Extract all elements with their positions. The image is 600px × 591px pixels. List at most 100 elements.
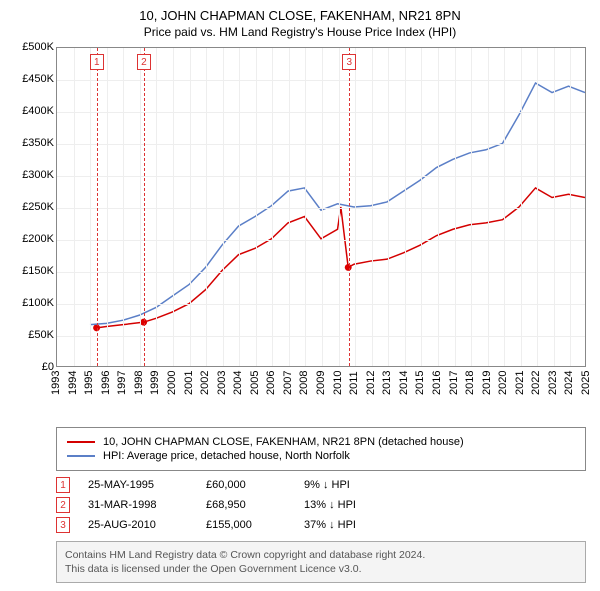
x-tick-label: 1995 xyxy=(83,371,95,395)
y-tick-label: £400K xyxy=(22,105,54,117)
x-tick-label: 2004 xyxy=(232,371,244,395)
plot-area: 1 2 3 xyxy=(56,47,586,367)
gridline-v xyxy=(438,48,439,366)
event-marker-box: 3 xyxy=(342,54,356,70)
license-box: Contains HM Land Registry data © Crown c… xyxy=(56,541,586,583)
x-tick-label: 2007 xyxy=(282,371,294,395)
gridline-h xyxy=(57,80,585,81)
y-tick-label: £350K xyxy=(22,137,54,149)
gridline-v xyxy=(140,48,141,366)
license-line1: Contains HM Land Registry data © Crown c… xyxy=(65,548,577,562)
event-diff: 13% ↓ HPI xyxy=(304,499,356,511)
x-tick-label: 2012 xyxy=(365,371,377,395)
series-line-hpi xyxy=(90,83,585,325)
x-tick-label: 2023 xyxy=(547,371,559,395)
chart-subtitle: Price paid vs. HM Land Registry's House … xyxy=(10,25,590,39)
y-tick-label: £100K xyxy=(22,297,54,309)
gridline-v xyxy=(471,48,472,366)
x-tick-label: 2006 xyxy=(265,371,277,395)
event-marker-box: 2 xyxy=(137,54,151,70)
gridline-h xyxy=(57,304,585,305)
gridline-v xyxy=(305,48,306,366)
x-tick-label: 2001 xyxy=(183,371,195,395)
event-num-box: 3 xyxy=(56,517,70,533)
gridline-v xyxy=(90,48,91,366)
chart-svg xyxy=(57,48,585,366)
x-tick-label: 2011 xyxy=(348,371,360,395)
chart-title: 10, JOHN CHAPMAN CLOSE, FAKENHAM, NR21 8… xyxy=(10,8,590,23)
gridline-v xyxy=(223,48,224,366)
gridline-v xyxy=(74,48,75,366)
data-point-marker xyxy=(345,264,352,271)
x-tick-label: 2013 xyxy=(381,371,393,395)
event-row: 3 25-AUG-2010 £155,000 37% ↓ HPI xyxy=(56,517,586,533)
legend-row: HPI: Average price, detached house, Nort… xyxy=(67,450,575,462)
event-diff: 37% ↓ HPI xyxy=(304,519,356,531)
x-tick-label: 1996 xyxy=(100,371,112,395)
gridline-v xyxy=(372,48,373,366)
x-tick-label: 2014 xyxy=(398,371,410,395)
gridline-v xyxy=(322,48,323,366)
gridline-v xyxy=(355,48,356,366)
event-date: 25-AUG-2010 xyxy=(88,519,188,531)
legend-swatch xyxy=(67,441,95,443)
x-axis-labels: 1993199419951996199719981999200020012002… xyxy=(56,369,586,417)
y-tick-label: £500K xyxy=(22,41,54,53)
gridline-v xyxy=(156,48,157,366)
event-date: 25-MAY-1995 xyxy=(88,479,188,491)
events-table: 1 25-MAY-1995 £60,000 9% ↓ HPI 2 31-MAR-1998 £… xyxy=(56,477,586,533)
event-date: 31-MAR-1998 xyxy=(88,499,188,511)
x-tick-label: 2003 xyxy=(216,371,228,395)
legend-label: HPI: Average price, detached house, Nort… xyxy=(103,450,350,462)
x-tick-label: 1993 xyxy=(50,371,62,395)
gridline-h xyxy=(57,336,585,337)
event-diff: 9% ↓ HPI xyxy=(304,479,350,491)
y-tick-label: £450K xyxy=(22,73,54,85)
gridline-v xyxy=(421,48,422,366)
chart-container: 10, JOHN CHAPMAN CLOSE, FAKENHAM, NR21 8… xyxy=(0,0,600,591)
x-tick-label: 1999 xyxy=(149,371,161,395)
x-tick-label: 2017 xyxy=(448,371,460,395)
x-tick-label: 2018 xyxy=(464,371,476,395)
x-tick-label: 2005 xyxy=(249,371,261,395)
gridline-v xyxy=(173,48,174,366)
legend: 10, JOHN CHAPMAN CLOSE, FAKENHAM, NR21 8… xyxy=(56,427,586,471)
y-tick-label: £250K xyxy=(22,201,54,213)
x-tick-label: 2008 xyxy=(298,371,310,395)
gridline-v xyxy=(190,48,191,366)
gridline-h xyxy=(57,272,585,273)
y-tick-label: £150K xyxy=(22,265,54,277)
gridline-v xyxy=(123,48,124,366)
legend-row: 10, JOHN CHAPMAN CLOSE, FAKENHAM, NR21 8… xyxy=(67,436,575,448)
x-tick-label: 2015 xyxy=(414,371,426,395)
event-price: £60,000 xyxy=(206,479,286,491)
legend-swatch xyxy=(67,455,95,457)
gridline-v xyxy=(455,48,456,366)
y-axis-labels: £0£50K£100K£150K£200K£250K£300K£350K£400… xyxy=(10,47,56,367)
x-tick-label: 1998 xyxy=(133,371,145,395)
gridline-v xyxy=(570,48,571,366)
legend-label: 10, JOHN CHAPMAN CLOSE, FAKENHAM, NR21 8… xyxy=(103,436,464,448)
gridline-v xyxy=(388,48,389,366)
gridline-h xyxy=(57,208,585,209)
gridline-v xyxy=(504,48,505,366)
gridline-v xyxy=(256,48,257,366)
gridline-v xyxy=(405,48,406,366)
x-tick-label: 2025 xyxy=(580,371,592,395)
event-row: 1 25-MAY-1995 £60,000 9% ↓ HPI xyxy=(56,477,586,493)
gridline-v xyxy=(521,48,522,366)
x-tick-label: 2020 xyxy=(497,371,509,395)
event-price: £155,000 xyxy=(206,519,286,531)
gridline-v xyxy=(488,48,489,366)
event-num-box: 1 xyxy=(56,477,70,493)
event-num-box: 2 xyxy=(56,497,70,513)
chart-area: £0£50K£100K£150K£200K£250K£300K£350K£400… xyxy=(10,47,590,417)
event-marker-line xyxy=(349,48,350,366)
gridline-h xyxy=(57,144,585,145)
gridline-h xyxy=(57,176,585,177)
y-tick-label: £300K xyxy=(22,169,54,181)
event-marker-box: 1 xyxy=(90,54,104,70)
gridline-h xyxy=(57,240,585,241)
gridline-v xyxy=(107,48,108,366)
gridline-v xyxy=(554,48,555,366)
